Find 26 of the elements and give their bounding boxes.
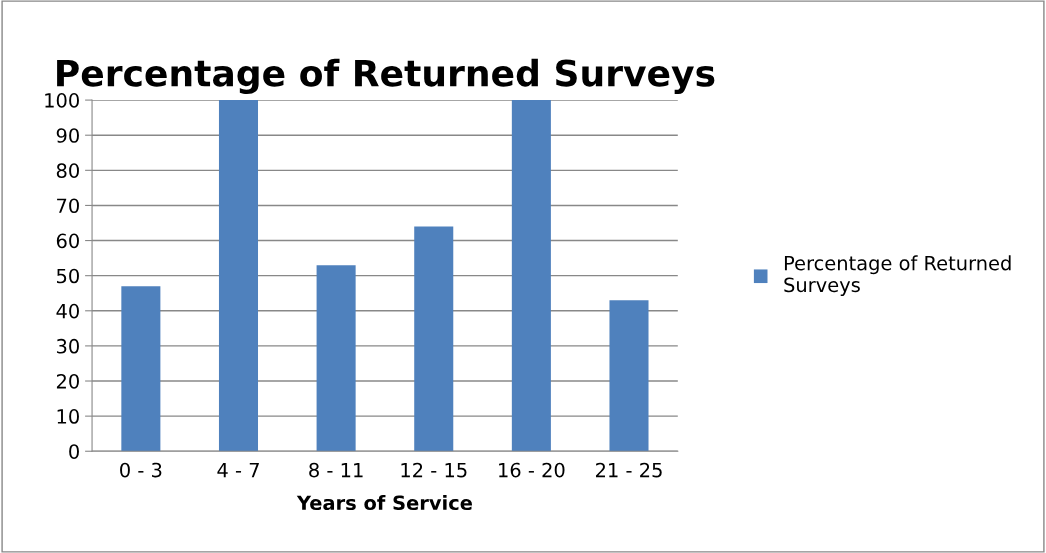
- bar: [414, 226, 454, 452]
- y-tick-label: 10: [57, 409, 79, 424]
- bar: [609, 300, 649, 452]
- chart-title: Percentage of Returned Surveys: [57, 58, 715, 94]
- y-tick-label: 60: [56, 233, 79, 249]
- x-tick-label: 0 - 3: [120, 462, 162, 478]
- y-tick-label: 20: [56, 373, 79, 389]
- x-axis-title: Years of Service: [296, 495, 472, 511]
- y-tick-label: 30: [56, 338, 79, 354]
- bar: [511, 100, 551, 452]
- legend-label: Percentage of Returned Surveys: [784, 255, 1011, 296]
- x-tick-label: 12 - 15: [401, 462, 467, 478]
- y-tick-label: 70: [57, 198, 79, 214]
- x-tick-label: 21 - 25: [595, 462, 662, 478]
- y-tick-label: 40: [56, 303, 79, 319]
- bar: [218, 100, 259, 452]
- y-tick-label: 90: [56, 128, 79, 143]
- y-tick-label: 0: [69, 444, 79, 459]
- x-tick-label: 16 - 20: [499, 462, 565, 478]
- x-tick-label: 4 - 7: [217, 462, 259, 478]
- bar: [316, 265, 356, 452]
- y-tick-label: 50: [57, 268, 79, 284]
- y-tick-label: 100: [45, 93, 79, 108]
- y-tick-label: 80: [56, 163, 79, 178]
- bar: [121, 286, 161, 452]
- x-tick-label: 8 - 11: [309, 462, 363, 478]
